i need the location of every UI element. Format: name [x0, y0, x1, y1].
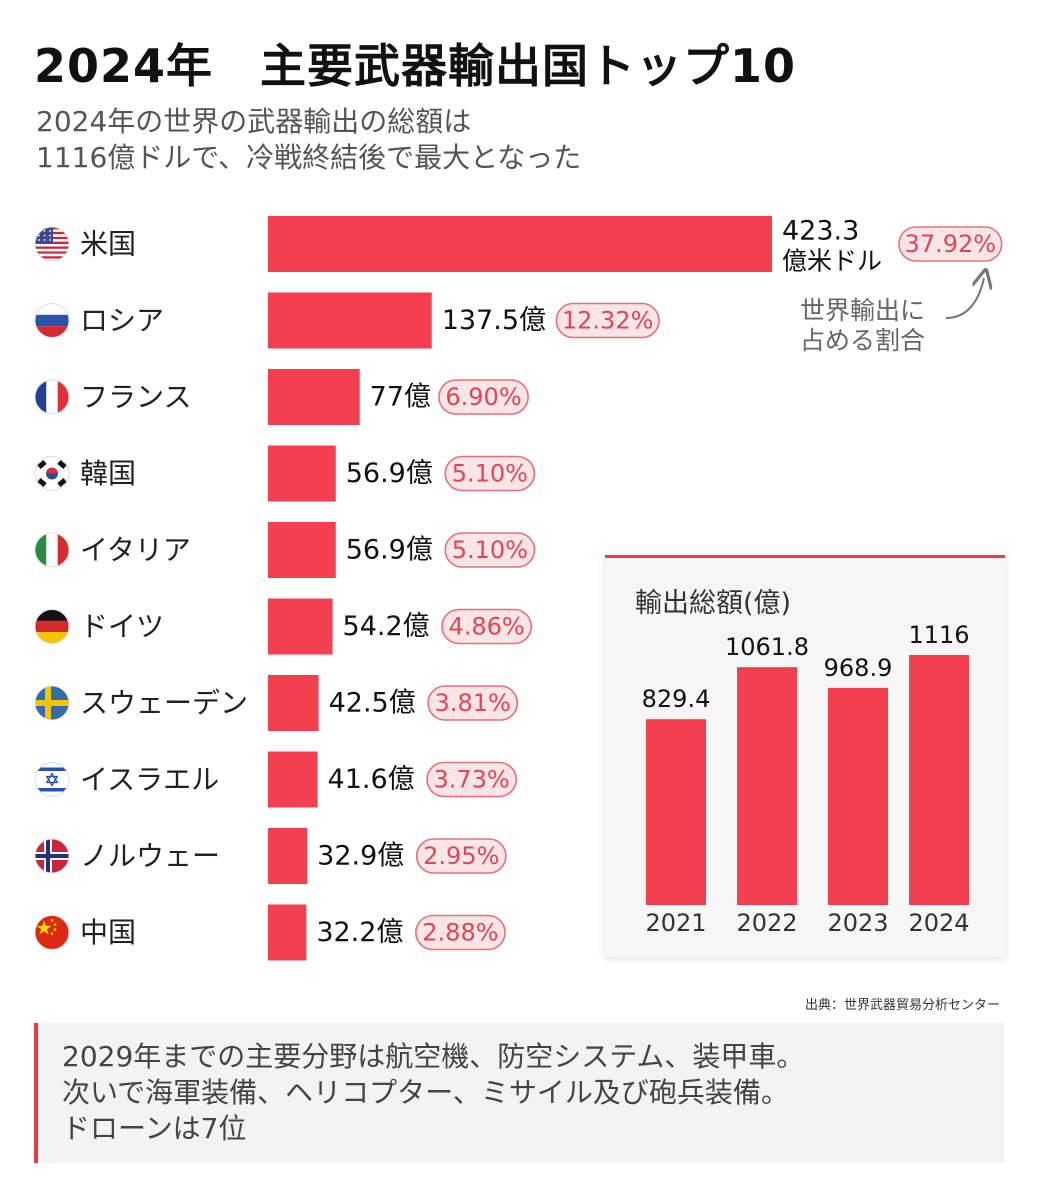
flag-korea-icon [34, 456, 70, 491]
note-arrow [945, 278, 984, 319]
country-label: 中国 [80, 916, 136, 949]
value-label: 423.3 [782, 216, 859, 247]
share-note-line-1: 世界輸出に [800, 296, 926, 325]
value-label: 137.5億 [442, 305, 546, 336]
share-label: 5.10% [452, 536, 528, 564]
subtitle: 2024年の世界の武器輸出の総額は 1116億ドルで、冷戦終結後で最大となった [36, 104, 581, 176]
flag-italy-icon [34, 532, 70, 568]
value-label: 42.5億 [329, 688, 416, 719]
share-label: 2.88% [422, 919, 498, 947]
country-bar [268, 904, 307, 961]
year-bar [737, 667, 797, 905]
country-bar [268, 216, 772, 272]
flag-china-icon [34, 915, 70, 950]
share-pill [444, 532, 536, 568]
country-label: 韓国 [80, 457, 136, 490]
flag-norway-icon [34, 838, 70, 874]
flag-sweden-icon [34, 685, 70, 721]
footer-line-2: 次いで海軍装備、ヘリコプター、ミサイル及び砲兵装備。 [62, 1076, 789, 1109]
flag-germany-icon [34, 609, 70, 644]
share-pill [438, 379, 529, 415]
share-label: 5.10% [452, 460, 528, 488]
subtitle-line-2: 1116億ドルで、冷戦終結後で最大となった [36, 141, 582, 174]
year-bar [828, 687, 888, 905]
country-bar [268, 828, 308, 884]
country-label: ノルウェー [80, 840, 220, 873]
share-label: 12.32% [562, 307, 654, 335]
value-label: 41.6億 [328, 764, 415, 795]
country-label: ロシア [80, 304, 164, 337]
country-label: フランス [80, 381, 191, 414]
value-label: 32.2億 [316, 917, 403, 948]
share-pill [555, 302, 660, 339]
footer-line-3: ドローンは7位 [62, 1112, 247, 1145]
subtitle-line-1: 2024年の世界の武器輸出の総額は [36, 105, 472, 138]
value-label: 77億 [370, 382, 431, 413]
value-unit-label: 億米ドル [782, 247, 882, 276]
country-label: 米国 [80, 228, 136, 261]
country-label: イスラエル [80, 763, 219, 796]
year-label: 2022 [736, 909, 797, 937]
country-bar [268, 522, 336, 578]
share-pill [444, 455, 536, 492]
country-label: イタリア [80, 534, 191, 567]
flag-france-icon [34, 379, 70, 415]
share-label: 3.73% [433, 766, 509, 794]
value-label: 32.9億 [317, 841, 404, 872]
page-title: 2024年 主要武器輸出国トップ10 [34, 39, 797, 93]
year-label: 2024 [908, 909, 969, 937]
footer-note: 2029年までの主要分野は航空機、防空システム、装甲車。 次いで海軍装備、ヘリコ… [34, 1023, 1004, 1163]
year-value-label: 1116 [908, 621, 969, 649]
value-label: 54.2億 [343, 611, 430, 642]
flag-russia-icon [34, 303, 70, 338]
share-label: 2.95% [423, 842, 499, 870]
export-total-panel: 輸出総額(億) 829.4 2021 1061.8 2022 968.9 2023 1116… [605, 555, 1005, 957]
year-value-label: 968.9 [824, 654, 893, 682]
year-bar [909, 655, 969, 905]
inset-accent-line [605, 555, 1005, 558]
share-pill [427, 685, 519, 721]
share-pill [415, 838, 507, 874]
country-bar [268, 675, 319, 731]
share-pill [415, 914, 506, 951]
share-note-line-2: 占める割合 [800, 326, 926, 355]
share-pill [898, 226, 1003, 262]
country-label: スウェーデン [80, 687, 248, 720]
country-bar [268, 369, 360, 425]
share-note: 世界輸出に 占める割合 [800, 296, 925, 356]
value-label: 56.9億 [346, 458, 433, 489]
share-label: 3.81% [435, 689, 511, 717]
country-bar [268, 292, 432, 349]
year-value-label: 829.4 [642, 685, 711, 713]
share-label: 6.90% [445, 383, 521, 411]
country-bar [268, 751, 318, 808]
year-bar [646, 719, 706, 905]
year-label: 2021 [645, 909, 706, 937]
share-pill [426, 761, 518, 798]
flag-israel-icon [34, 762, 70, 797]
country-bar [268, 598, 333, 655]
value-label: 56.9億 [346, 535, 433, 566]
country-bar [268, 445, 336, 502]
share-label: 4.86% [448, 613, 524, 641]
share-pill [441, 608, 533, 645]
yearly-total-chart: 829.4 2021 1061.8 2022 968.9 2023 1116 2024 [642, 621, 970, 937]
flag-us-icon [34, 226, 70, 262]
country-label: ドイツ [80, 610, 164, 643]
source-note: 出典：世界武器貿易分析センター [804, 998, 1000, 1013]
year-value-label: 1061.8 [725, 633, 809, 661]
footer-line-1: 2029年までの主要分野は航空機、防空システム、装甲車。 [62, 1040, 805, 1073]
inset-chart-title: 輸出総額(億) [635, 588, 792, 619]
year-label: 2023 [827, 909, 888, 937]
share-label: 37.92% [905, 230, 997, 258]
